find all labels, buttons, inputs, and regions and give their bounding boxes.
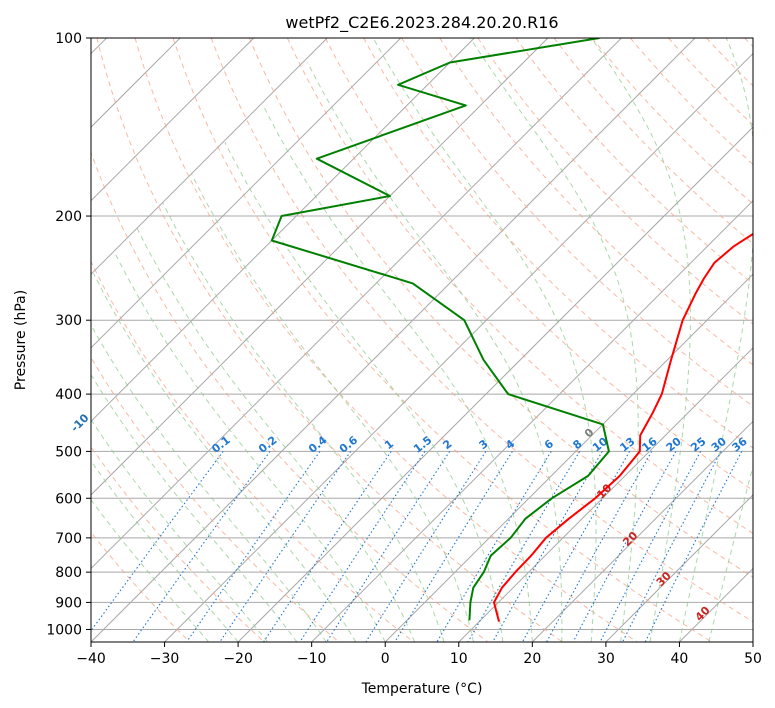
x-tick-label: 50 bbox=[744, 651, 762, 667]
moist-adiabats bbox=[91, 38, 753, 642]
moist-adiabat bbox=[136, 228, 416, 642]
dry-adiabat bbox=[248, 38, 753, 578]
isotherm bbox=[91, 38, 328, 275]
y-tick-label: 1000 bbox=[46, 622, 82, 638]
dry-adiabat bbox=[91, 356, 340, 642]
moist-adiabat bbox=[590, 38, 692, 642]
mixing-ratio-line bbox=[326, 451, 451, 642]
isotherm bbox=[384, 273, 753, 642]
dry-adiabat bbox=[363, 38, 753, 449]
dry-adiabat bbox=[477, 38, 753, 325]
x-tick-label: −30 bbox=[150, 651, 180, 667]
x-axis: −40 −30 −20 −10 0 10 20 30 40 50 bbox=[76, 642, 762, 667]
x-tick-label: −20 bbox=[223, 651, 253, 667]
chart-title: wetPf2_C2E6.2023.284.20.20.R16 bbox=[285, 13, 558, 33]
series-dewpoint-line bbox=[270, 38, 610, 621]
x-axis-label: Temperature (°C) bbox=[361, 681, 483, 697]
y-tick-label: 600 bbox=[55, 491, 82, 507]
y-tick-label: 300 bbox=[55, 313, 82, 329]
y-tick-label: 800 bbox=[55, 565, 82, 581]
plot-frame bbox=[90, 37, 754, 643]
dry-adiabat bbox=[401, 38, 753, 407]
dry-adiabat bbox=[91, 445, 265, 642]
mixing-ratio-line bbox=[492, 451, 603, 642]
series-layer bbox=[270, 38, 753, 622]
y-axis-label: Pressure (hPa) bbox=[13, 290, 29, 390]
isotherm bbox=[605, 494, 753, 642]
x-tick-label: 0 bbox=[381, 651, 390, 667]
moist-adiabat bbox=[224, 141, 504, 642]
isotherm bbox=[91, 38, 622, 570]
plot-area bbox=[91, 38, 753, 642]
dry-adiabat bbox=[629, 38, 753, 166]
mixing-ratio-line bbox=[599, 451, 702, 642]
x-tick-label: 30 bbox=[597, 651, 615, 667]
moist-adiabat bbox=[262, 105, 533, 642]
mixing-ratio-line bbox=[394, 451, 513, 642]
dry-adiabat bbox=[91, 260, 414, 642]
isotherm bbox=[91, 38, 696, 642]
x-tick-label: −40 bbox=[76, 651, 106, 667]
series-temperature-line bbox=[493, 232, 753, 622]
moist-adiabat bbox=[162, 202, 445, 642]
y-tick-label: 200 bbox=[55, 209, 82, 225]
moist-adiabat bbox=[93, 273, 357, 642]
isotherm bbox=[91, 38, 255, 202]
isotherm bbox=[311, 199, 753, 642]
moist-adiabat bbox=[113, 251, 386, 642]
moist-adiabat bbox=[191, 174, 474, 642]
mixing-ratio-line bbox=[91, 451, 224, 632]
dry-adiabats bbox=[91, 38, 753, 642]
dry-adiabat bbox=[210, 38, 753, 623]
isotherm bbox=[458, 347, 753, 642]
isotherm bbox=[91, 38, 402, 349]
isotherm bbox=[91, 38, 549, 496]
moist-adiabat bbox=[372, 38, 597, 642]
isotherm bbox=[237, 126, 753, 642]
dry-adiabat bbox=[172, 38, 713, 642]
mixing-ratio-line bbox=[186, 451, 321, 642]
mixing-ratio-line bbox=[219, 451, 352, 642]
y-axis: 100 200 300 400 500 600 700 800 900 1000 bbox=[46, 31, 91, 638]
mixing-ratio-line bbox=[572, 451, 677, 642]
moist-adiabat bbox=[469, 38, 639, 642]
x-tick-label: 40 bbox=[671, 651, 689, 667]
mixing-ratio-line bbox=[436, 451, 552, 642]
isotherm bbox=[531, 420, 753, 642]
mixing-ratio-line bbox=[546, 451, 653, 642]
dry-adiabat bbox=[134, 38, 638, 642]
y-tick-label: 100 bbox=[55, 31, 82, 47]
y-tick-label: 500 bbox=[55, 444, 82, 460]
moist-adiabat bbox=[91, 499, 210, 642]
mixing-ratio-line bbox=[622, 451, 722, 642]
x-tick-label: 20 bbox=[523, 651, 541, 667]
isotherm bbox=[164, 52, 753, 642]
dry-adiabat bbox=[96, 38, 563, 642]
y-tick-label: 400 bbox=[55, 387, 82, 403]
moist-adiabat bbox=[307, 62, 563, 642]
moist-adiabat bbox=[91, 418, 268, 642]
y-tick-label: 700 bbox=[55, 531, 82, 547]
dry-adiabat bbox=[439, 38, 753, 366]
isobar-grid bbox=[91, 38, 753, 630]
x-tick-label: −10 bbox=[297, 651, 327, 667]
x-tick-label: 10 bbox=[450, 651, 468, 667]
moist-adiabat bbox=[91, 460, 239, 642]
dry-adiabat bbox=[591, 38, 753, 205]
y-tick-label: 900 bbox=[55, 595, 82, 611]
mixing-ratio-line bbox=[365, 451, 487, 642]
mixing-ratio-line bbox=[467, 451, 581, 642]
dry-adiabat bbox=[515, 38, 753, 285]
